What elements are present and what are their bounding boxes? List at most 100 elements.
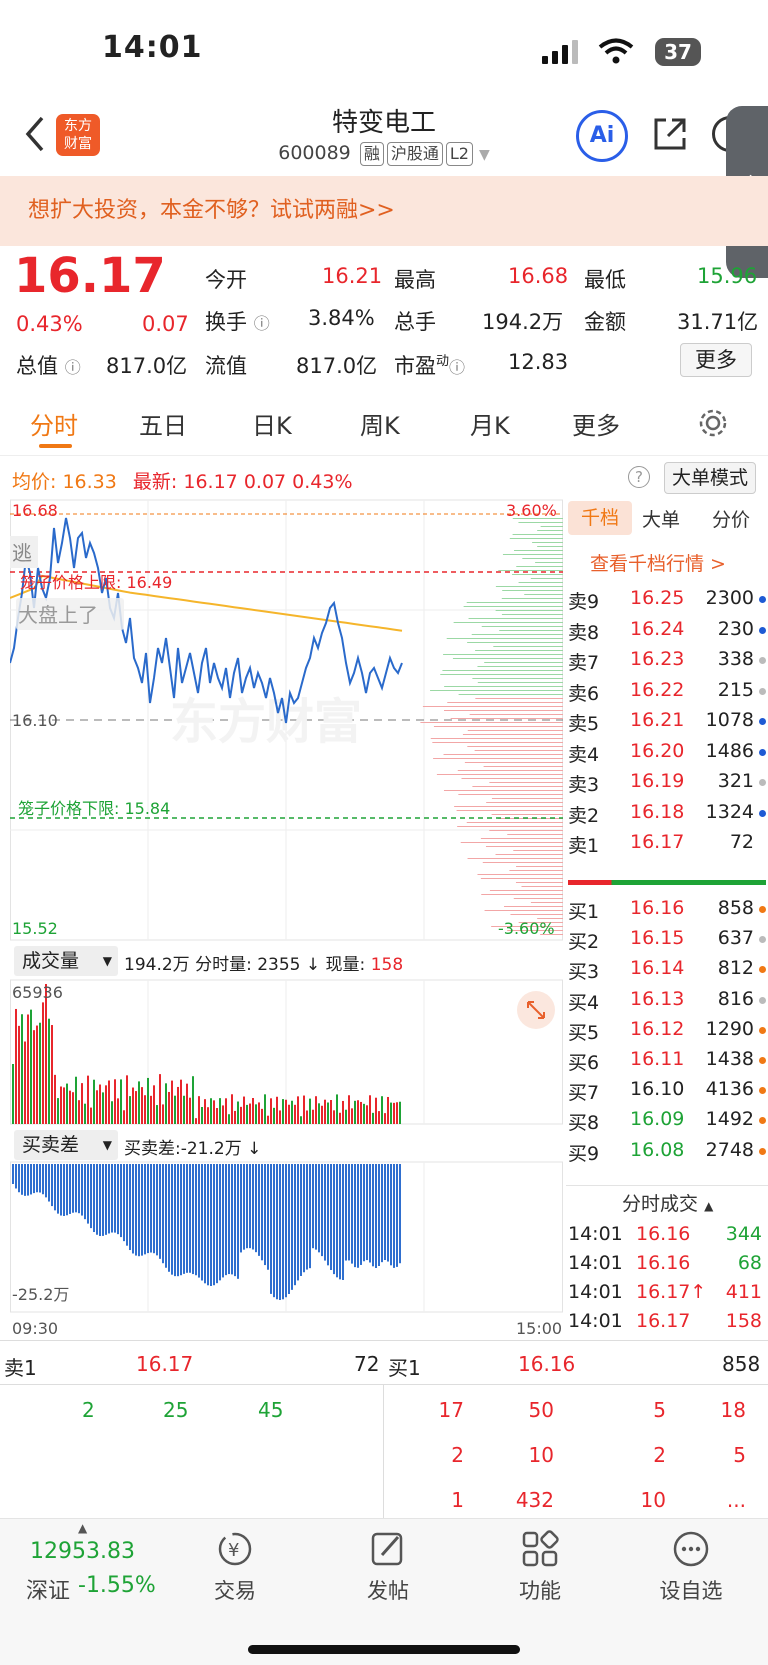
volume-bar [222,1105,224,1124]
tab-more[interactable]: 更多 [572,412,620,440]
tab-weekly-k[interactable]: 周K [360,412,400,440]
diff-bar [135,1164,137,1256]
nav-functions[interactable]: 功能 [485,1529,595,1605]
diff-bar [381,1164,383,1263]
diff-bar [228,1164,230,1275]
home-indicator[interactable] [248,1645,520,1654]
diff-bar [60,1164,62,1216]
volume-bar [117,1098,119,1124]
bid-row[interactable]: 买3 16.14 812 [566,953,768,985]
ai-button[interactable]: Ai [576,110,628,162]
index-name[interactable]: 深证 [26,1579,71,1604]
diff-bar [312,1164,314,1249]
info-icon[interactable]: ⓘ [64,358,81,377]
tab-daily-k[interactable]: 日K [252,412,292,440]
order-dot-icon [759,626,766,634]
bid-row[interactable]: 买1 16.16 858 [566,893,768,925]
ticks-title[interactable]: 分时成交 ▲ [622,1193,714,1215]
tick-row: 14:01 16.16 344 [566,1219,768,1251]
diff-bar [375,1164,377,1268]
help-icon[interactable]: ? [628,466,650,488]
bid-label: 买7 [568,1082,600,1105]
back-icon[interactable] [24,116,46,152]
diff-bar [63,1164,65,1216]
side-tab-big-orders[interactable]: 大单 [642,509,681,531]
bid-volume: 1492 [705,1108,754,1131]
depth-bar [483,766,563,767]
diff-bar [234,1164,236,1277]
index-value[interactable]: 12953.83 [30,1539,135,1564]
big-order-mode-button[interactable]: 大单模式 [664,462,756,494]
volume-indicator-select[interactable]: 成交量 ▼ [14,946,118,976]
share-icon[interactable] [652,116,688,152]
ask-price: 16.24 [630,617,685,640]
app-logo[interactable]: 东方 财富 [56,114,100,156]
depth-bar [484,910,563,911]
ask-row[interactable]: 卖1 16.17 72 [566,827,768,859]
side-tab-depth[interactable]: 千档 [568,501,632,535]
depth-bar [530,902,563,903]
order-dot-icon [759,596,766,603]
bid-row[interactable]: 买9 16.08 2748 [566,1135,768,1167]
tab-intraday[interactable]: 分时 [30,412,78,440]
volume-bar [153,1085,155,1124]
info-icon[interactable]: ⓘ [253,314,270,333]
tab-monthly-k[interactable]: 月K [470,412,510,440]
stock-code-line[interactable]: 600089 融沪股通 L2 ▼ [0,142,768,166]
ask-row[interactable]: 卖5 16.21 1078 [566,705,768,737]
view-depth-link[interactable]: 查看千档行情 > [590,553,726,575]
nav-trade[interactable]: ¥ 交易 [180,1529,290,1605]
status-time: 14:01 [102,30,203,65]
bid-volume: 4136 [705,1078,754,1101]
volume-bar [210,1098,212,1124]
depth-bar [516,866,563,867]
diff-bar [285,1164,287,1298]
volume-bar [378,1111,380,1124]
volume-bar [309,1098,311,1124]
side-tab-price-dist[interactable]: 分价 [712,509,751,531]
volume-bar [60,1086,62,1124]
ask-row[interactable]: 卖3 16.19 321 [566,766,768,798]
ask-row[interactable]: 卖6 16.22 215 [566,675,768,707]
volume-bar [195,1118,197,1124]
bid-row[interactable]: 买8 16.09 1492 [566,1104,768,1136]
bid-row[interactable]: 买5 16.12 1290 [566,1014,768,1046]
ask-row[interactable]: 卖9 16.25 2300 [566,583,768,615]
bid-row[interactable]: 买6 16.11 1438 [566,1044,768,1076]
depth-bar [499,630,563,631]
depth-bar [495,586,563,587]
ask-label: 卖4 [568,743,600,766]
ask-row[interactable]: 卖2 16.18 1324 [566,797,768,829]
volume-bar [357,1100,359,1124]
tab-five-day[interactable]: 五日 [139,412,187,440]
settings-gear-icon[interactable] [698,408,728,438]
depth-bar [475,650,563,651]
volume-bar [87,1075,89,1124]
depth-bar [493,646,563,647]
more-quote-button[interactable]: 更多 [680,343,752,377]
nav-post[interactable]: 发帖 [333,1529,443,1605]
bid-label: 买8 [568,1112,600,1135]
queue-buy-order: 2 [653,1443,666,1467]
diff-indicator-select[interactable]: 买卖差 ▼ [14,1130,118,1160]
low-label: 最低 [584,268,626,292]
dropdown-icon[interactable]: ▼ [478,147,490,163]
depth-bar [477,874,563,875]
nav-add-watchlist[interactable]: 设自选 [636,1529,746,1605]
depth-bar [510,914,563,915]
tag-level2: L2 [445,142,473,166]
bid-row[interactable]: 买7 16.10 4136 [566,1074,768,1106]
volume-bar [24,1041,26,1124]
info-icon[interactable]: ⓘ [449,358,466,377]
depth-bar [535,562,563,563]
ask-row[interactable]: 卖7 16.23 338 [566,644,768,676]
depth-bar [464,762,563,763]
ask-row[interactable]: 卖8 16.24 230 [566,614,768,646]
index-pct[interactable]: -1.55% [78,1573,156,1598]
bid-row[interactable]: 买2 16.15 637 [566,923,768,955]
margin-promo-banner[interactable]: 想扩大投资，本金不够？试试两融>> [0,176,768,246]
intraday-chart[interactable]: 东方财富 大盘上了 逃 16.68 3.60% 笼子价格上限: 16.49 16… [10,498,564,1338]
ask-row[interactable]: 卖4 16.20 1486 [566,736,768,768]
bid-row[interactable]: 买4 16.13 816 [566,984,768,1016]
divider [0,1340,768,1341]
